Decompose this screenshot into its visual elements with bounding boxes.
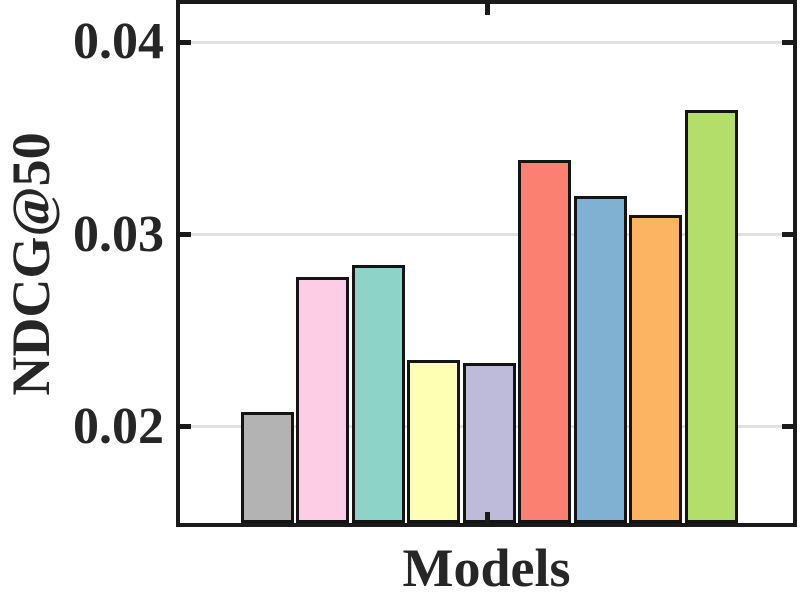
y-tick-mark-left-0.04: [180, 39, 191, 45]
y-tick-mark-left-0.02: [180, 424, 191, 430]
y-tick-mark-right-0.02: [782, 424, 793, 430]
y-tick-mark-right-0.04: [782, 39, 793, 45]
bar-6: [518, 159, 571, 523]
bar-3: [351, 265, 405, 523]
gridline-0.03: [180, 233, 793, 237]
y-tick-mark-left-0.03: [180, 232, 191, 238]
bar-5: [462, 363, 516, 523]
bar-2: [296, 276, 349, 523]
bar-7: [573, 196, 627, 523]
y-tick-label-0.03: 0.03: [73, 205, 164, 263]
gridline-0.04: [180, 40, 793, 44]
x-axis-label: Models: [402, 538, 571, 598]
y-tick-label-0.02: 0.02: [73, 397, 164, 455]
bar-9: [684, 109, 738, 523]
bar-8: [629, 215, 682, 523]
x-tick-mark-top: [484, 4, 490, 15]
plot-area: [176, 0, 797, 527]
y-tick-mark-right-0.03: [782, 232, 793, 238]
bar-4: [407, 359, 460, 523]
bar-1: [240, 411, 294, 523]
y-tick-label-0.04: 0.04: [73, 13, 164, 71]
x-tick-mark-bottom: [484, 512, 490, 523]
